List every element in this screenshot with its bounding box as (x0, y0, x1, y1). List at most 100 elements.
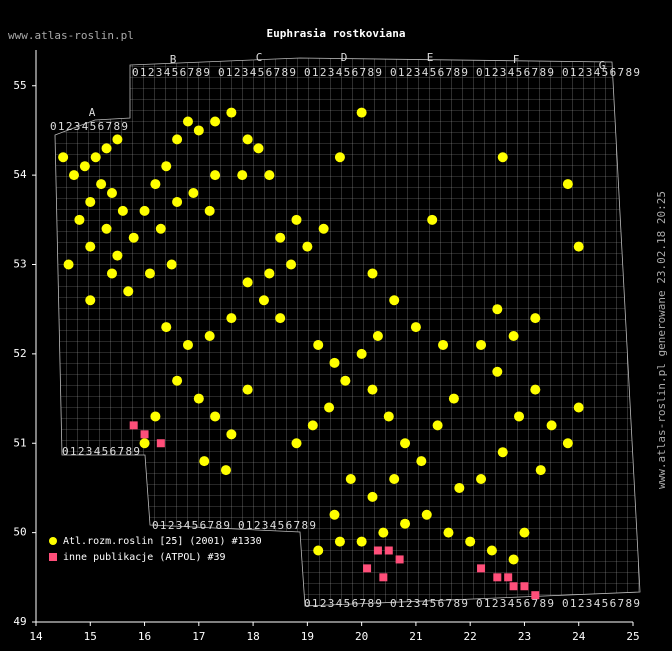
point (520, 582, 529, 591)
point (85, 295, 96, 306)
point (356, 536, 367, 547)
point (144, 268, 155, 279)
point (172, 196, 183, 207)
legend-marker (49, 537, 57, 545)
point (291, 438, 302, 449)
point (237, 170, 248, 181)
point (395, 555, 404, 564)
point (334, 152, 345, 163)
point (68, 170, 79, 181)
point (166, 259, 177, 270)
point (286, 259, 297, 270)
point (509, 582, 518, 591)
point (367, 268, 378, 279)
point (492, 304, 503, 315)
point (210, 170, 221, 181)
point (383, 411, 394, 422)
x-tick-label: 24 (572, 630, 586, 643)
point (155, 223, 166, 234)
point (226, 429, 237, 440)
point (400, 518, 411, 529)
y-tick-label: 49 (13, 615, 26, 628)
point (493, 573, 502, 582)
grid-column-label: F (513, 53, 520, 66)
point (117, 205, 128, 216)
legend-label: Atl.rozm.roslin [25] (2001) #1330 (63, 536, 262, 547)
point (465, 536, 476, 547)
point (242, 384, 253, 395)
grid-column-label: C (256, 51, 263, 64)
grid-digit-row: 0123456789 (476, 597, 554, 610)
point (379, 573, 388, 582)
point (313, 339, 324, 350)
y-tick-label: 52 (13, 347, 26, 360)
point (329, 509, 340, 520)
point (112, 134, 123, 145)
side-note: www.atlas-roslin.pl generowane 23.02.18 … (655, 191, 668, 489)
grid-digit-row: 0123456789 (218, 66, 296, 79)
point (378, 527, 389, 538)
grid-column-label: A (89, 106, 96, 119)
y-tick-label: 50 (13, 526, 26, 539)
point (389, 295, 400, 306)
point (129, 421, 138, 430)
grid-column-label: B (170, 53, 177, 66)
point (367, 384, 378, 395)
point (514, 411, 525, 422)
point (258, 295, 269, 306)
point (156, 439, 165, 448)
point (562, 179, 573, 190)
x-tick-label: 17 (192, 630, 205, 643)
grid-digit-row: 0123456789 (562, 597, 640, 610)
point (508, 554, 519, 565)
point (193, 125, 204, 136)
grid-digit-row: 0123456789 (304, 597, 382, 610)
x-tick-label: 20 (355, 630, 368, 643)
point (90, 152, 101, 163)
legend-marker (49, 553, 57, 561)
y-tick-label: 54 (13, 168, 27, 181)
x-tick-label: 22 (464, 630, 477, 643)
point (307, 420, 318, 431)
point (74, 214, 85, 225)
point (123, 286, 134, 297)
point (492, 366, 503, 377)
point (188, 188, 199, 198)
point (546, 420, 557, 431)
point (416, 456, 427, 467)
x-tick-label: 15 (84, 630, 97, 643)
chart-title: Euphrasia rostkoviana (266, 27, 405, 40)
point (161, 161, 172, 172)
point (454, 482, 465, 493)
grid-digit-row: 0123456789 (390, 66, 468, 79)
point (318, 223, 329, 234)
grid-digit-row: 0123456789 (238, 519, 316, 532)
point (226, 313, 237, 324)
grid-digit-row: 0123456789 (132, 66, 210, 79)
point (356, 348, 367, 359)
x-tick-label: 21 (409, 630, 422, 643)
point (220, 465, 231, 476)
point (182, 339, 193, 350)
point (530, 384, 541, 395)
point (508, 331, 519, 341)
point (363, 564, 372, 573)
point (275, 232, 286, 243)
grid-digit-row: 0123456789 (390, 597, 468, 610)
point (313, 545, 324, 556)
point (210, 116, 221, 127)
point (324, 402, 335, 413)
point (210, 411, 221, 422)
point (531, 591, 540, 600)
grid-digit-row: 0123456789 (50, 120, 128, 133)
point (275, 313, 286, 324)
point (477, 564, 486, 573)
point (438, 339, 449, 350)
grid-digit-row: 0123456789 (152, 519, 230, 532)
point (106, 188, 117, 198)
point (58, 152, 69, 163)
x-tick-label: 16 (138, 630, 151, 643)
point (476, 474, 487, 484)
point (96, 179, 107, 190)
